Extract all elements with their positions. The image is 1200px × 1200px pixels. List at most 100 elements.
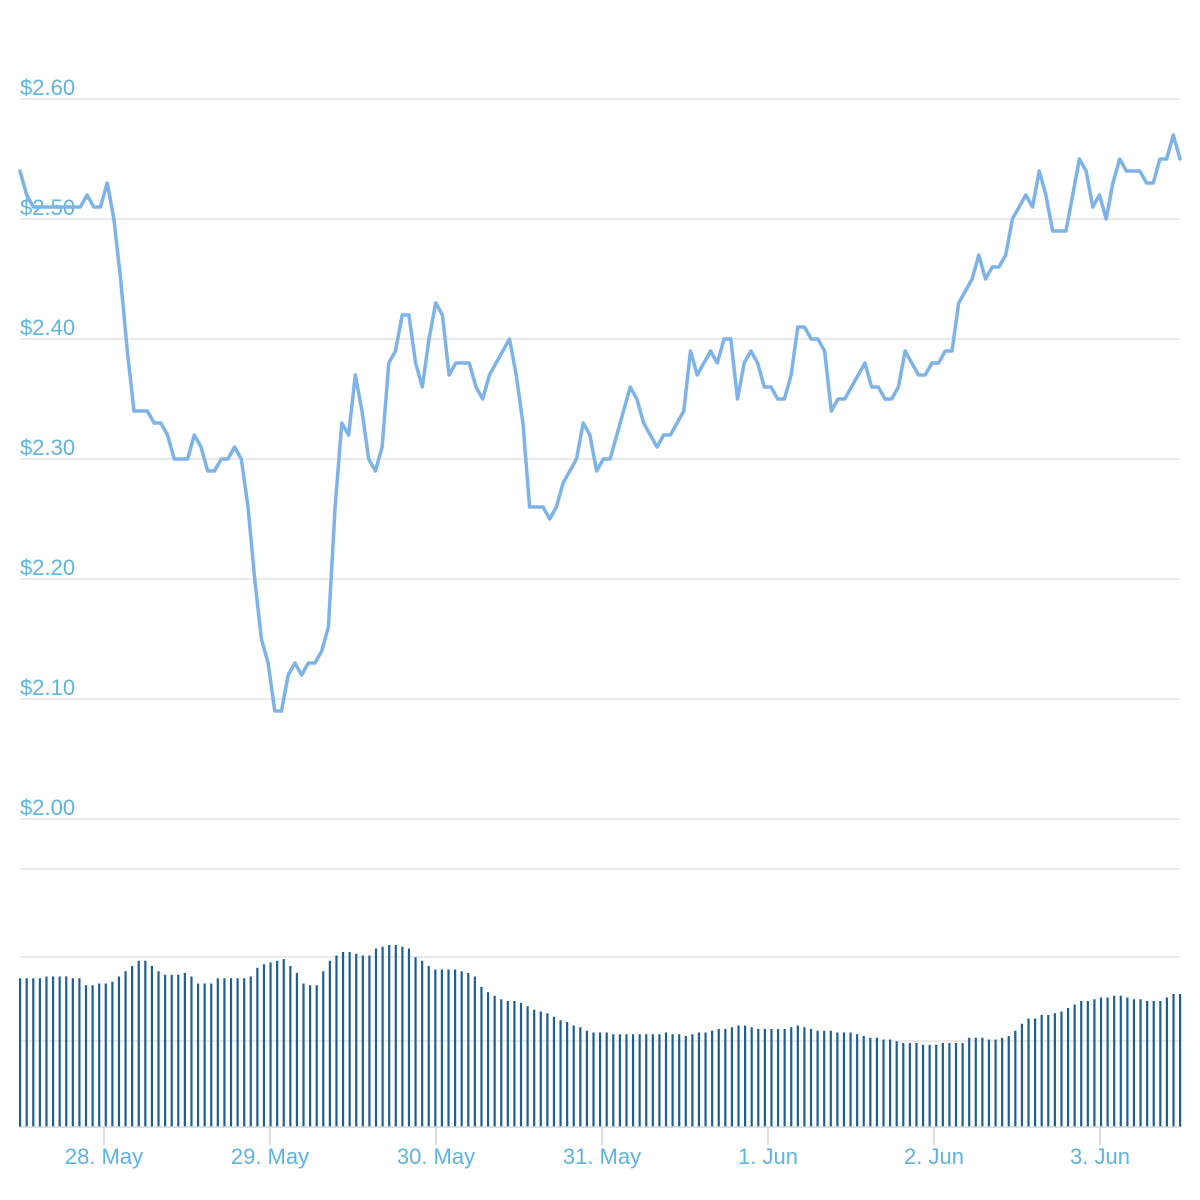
volume-gridlines: [20, 868, 1180, 1042]
volume-bar: [790, 1027, 793, 1127]
volume-bar: [407, 948, 411, 1127]
volume-bar: [770, 1029, 773, 1127]
volume-bar: [440, 969, 444, 1127]
volume-bar: [144, 960, 147, 1127]
volume-bars: [19, 945, 1182, 1127]
volume-bar: [546, 1013, 549, 1127]
volume-bar: [1093, 999, 1096, 1127]
volume-bar: [78, 978, 81, 1127]
volume-bar: [592, 1032, 595, 1127]
volume-bar: [210, 983, 213, 1127]
volume-bar: [196, 983, 200, 1127]
volume-bar: [32, 978, 35, 1127]
volume-bar: [651, 1034, 654, 1127]
volume-bar: [1172, 994, 1175, 1127]
volume-bar: [889, 1039, 892, 1127]
volume-bar: [750, 1027, 753, 1127]
volume-bar: [276, 960, 279, 1127]
volume-bar: [302, 983, 305, 1127]
volume-bar: [987, 1039, 991, 1127]
volume-bar: [1034, 1018, 1037, 1127]
volume-bar: [1020, 1023, 1024, 1127]
volume-bar: [559, 1020, 562, 1127]
volume-bar: [1159, 1001, 1162, 1127]
volume-bar: [704, 1032, 707, 1127]
volume-bar: [269, 962, 272, 1127]
volume-bar: [533, 1009, 536, 1127]
y-tick-label: $2.10: [20, 675, 75, 700]
volume-bar: [249, 976, 252, 1127]
volume-bar: [921, 1044, 925, 1127]
volume-bar: [599, 1032, 602, 1127]
volume-bar: [1165, 997, 1169, 1127]
volume-bar: [414, 957, 417, 1127]
volume-bar: [1047, 1015, 1050, 1127]
volume-bar: [1099, 997, 1103, 1127]
volume-bar: [935, 1044, 938, 1127]
volume-bar: [671, 1034, 674, 1127]
volume-bar: [697, 1032, 701, 1127]
volume-bar: [948, 1043, 951, 1127]
x-axis: 28. May 29. May 30. May 31. May 1. Jun 2. Jun…: [20, 1126, 1180, 1169]
y-tick-label: $2.30: [20, 435, 75, 460]
volume-bar: [968, 1037, 971, 1127]
volume-bar: [1132, 999, 1136, 1127]
volume-bar: [282, 959, 285, 1127]
volume-bar: [262, 964, 266, 1127]
volume-bar: [724, 1029, 727, 1127]
volume-bar: [150, 966, 154, 1127]
volume-bar: [684, 1036, 687, 1127]
volume-bar: [1139, 999, 1142, 1127]
volume-bar: [776, 1029, 780, 1127]
volume-bar: [243, 978, 246, 1127]
volume-bar: [256, 967, 259, 1127]
volume-bar: [1086, 1001, 1089, 1127]
volume-bar: [131, 966, 134, 1127]
volume-bar: [618, 1034, 621, 1127]
volume-bar: [216, 978, 219, 1127]
volume-bar: [1146, 1001, 1149, 1127]
volume-bar: [1027, 1018, 1030, 1127]
volume-bar: [388, 945, 391, 1127]
volume-bar: [1106, 997, 1109, 1127]
volume-bar: [796, 1025, 799, 1127]
volume-bar: [124, 971, 127, 1127]
volume-bar: [1126, 997, 1129, 1127]
volume-bar: [836, 1032, 839, 1127]
volume-bar: [612, 1034, 615, 1127]
volume-bar: [730, 1027, 734, 1127]
volume-bar: [45, 976, 48, 1127]
volume-bar: [737, 1025, 740, 1127]
volume-bar: [506, 1001, 509, 1127]
volume-bar: [526, 1006, 529, 1127]
volume-bar: [974, 1037, 977, 1127]
volume-bar: [381, 946, 384, 1127]
volume-bar: [941, 1043, 944, 1127]
volume-bar: [658, 1034, 661, 1127]
volume-bar: [763, 1029, 766, 1127]
volume-bar: [961, 1043, 964, 1127]
volume-bar: [355, 953, 358, 1127]
price-gridlines: [20, 98, 1180, 820]
x-tick-label: 28. May: [65, 1144, 143, 1169]
volume-bar: [1060, 1011, 1063, 1127]
volume-bar: [84, 985, 88, 1127]
volume-bar: [862, 1036, 865, 1127]
volume-bar: [664, 1032, 668, 1127]
volume-bar: [348, 952, 351, 1127]
y-tick-label: $2.20: [20, 555, 75, 580]
volume-bar: [1113, 995, 1116, 1127]
volume-bar: [566, 1022, 569, 1127]
volume-bar: [236, 978, 239, 1127]
volume-bar: [467, 973, 470, 1127]
volume-bar: [842, 1032, 846, 1127]
volume-bar: [65, 976, 68, 1127]
x-tick-label: 31. May: [563, 1144, 641, 1169]
volume-bar: [1040, 1015, 1043, 1127]
volume-bar: [454, 969, 457, 1127]
volume-bar: [104, 983, 107, 1127]
volume-bar: [882, 1039, 885, 1127]
price-series: [18, 133, 1182, 713]
volume-bar: [394, 945, 397, 1127]
